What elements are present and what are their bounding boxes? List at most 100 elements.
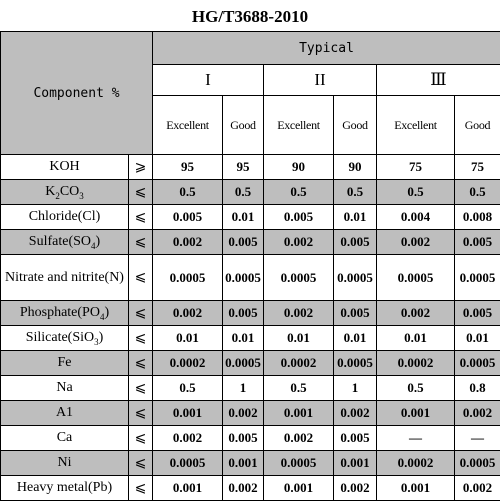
value-cell: 0.005	[334, 230, 377, 255]
excellent-header: Excellent	[377, 96, 455, 155]
table-row: Silicate(SiO3) ⩽ 0.01 0.01 0.01 0.01 0.0…	[1, 326, 500, 351]
value-cell: 0.01	[377, 326, 455, 351]
value-cell: 0.01	[455, 326, 500, 351]
comparison-operator: ⩽	[129, 326, 153, 351]
component-name: Na	[1, 376, 129, 401]
comparison-operator: ⩽	[129, 451, 153, 476]
comparison-operator: ⩾	[129, 155, 153, 180]
value-cell: 0.5	[377, 376, 455, 401]
value-cell: 0.0005	[377, 255, 455, 301]
comparison-operator: ⩽	[129, 376, 153, 401]
comparison-operator: ⩽	[129, 426, 153, 451]
table-row: KOH ⩾ 95 95 90 90 75 75	[1, 155, 500, 180]
value-cell: 0.005	[334, 426, 377, 451]
value-cell: 0.01	[334, 326, 377, 351]
value-cell: 0.0002	[153, 351, 223, 376]
value-cell: 0.01	[223, 205, 264, 230]
table-row: Heavy metal(Pb) ⩽ 0.001 0.002 0.001 0.00…	[1, 476, 500, 501]
value-cell: 95	[223, 155, 264, 180]
value-cell: 0.002	[153, 426, 223, 451]
comparison-operator: ⩽	[129, 351, 153, 376]
value-cell: 0.005	[223, 426, 264, 451]
value-cell: 0.002	[223, 476, 264, 501]
table-row: Fe ⩽ 0.0002 0.0005 0.0002 0.0005 0.0002 …	[1, 351, 500, 376]
value-cell: 1	[334, 376, 377, 401]
comparison-operator: ⩽	[129, 255, 153, 301]
value-cell: 0.001	[377, 476, 455, 501]
value-cell: 0.001	[153, 401, 223, 426]
component-name: Ni	[1, 451, 129, 476]
table-row: Sulfate(SO4) ⩽ 0.002 0.005 0.002 0.005 0…	[1, 230, 500, 255]
value-cell: 0.0005	[223, 351, 264, 376]
comparison-operator: ⩽	[129, 401, 153, 426]
value-cell: 0.008	[455, 205, 500, 230]
value-cell: 0.0002	[377, 351, 455, 376]
value-cell: 0.0005	[334, 351, 377, 376]
comparison-operator: ⩽	[129, 180, 153, 205]
table-row: A1 ⩽ 0.001 0.002 0.001 0.002 0.001 0.002	[1, 401, 500, 426]
value-cell: 0.0005	[223, 255, 264, 301]
value-cell: 1	[223, 376, 264, 401]
comparison-operator: ⩽	[129, 301, 153, 326]
good-header: Good	[334, 96, 377, 155]
grade-ii-header: II	[264, 65, 377, 96]
component-name: KOH	[1, 155, 129, 180]
value-cell: 0.5	[455, 180, 500, 205]
component-name: Fe	[1, 351, 129, 376]
table-row: Na ⩽ 0.5 1 0.5 1 0.5 0.8	[1, 376, 500, 401]
value-cell: 0.0005	[264, 255, 334, 301]
value-cell: 0.002	[377, 230, 455, 255]
document-title: HG/T3688-2010	[0, 0, 500, 31]
value-cell: 0.002	[455, 476, 500, 501]
value-cell: —	[455, 426, 500, 451]
value-cell: 0.5	[153, 376, 223, 401]
value-cell: 95	[153, 155, 223, 180]
value-cell: 0.002	[264, 426, 334, 451]
typical-header: Typical	[153, 32, 500, 65]
value-cell: 0.01	[264, 326, 334, 351]
comparison-operator: ⩽	[129, 205, 153, 230]
value-cell: 0.0005	[153, 451, 223, 476]
value-cell: 0.002	[264, 230, 334, 255]
table-row: Phosphate(PO4) ⩽ 0.002 0.005 0.002 0.005…	[1, 301, 500, 326]
value-cell: 0.002	[153, 230, 223, 255]
component-name: Phosphate(PO4)	[1, 301, 129, 326]
value-cell: 0.8	[455, 376, 500, 401]
value-cell: 0.002	[377, 301, 455, 326]
component-name: Heavy metal(Pb)	[1, 476, 129, 501]
value-cell: 0.01	[334, 205, 377, 230]
value-cell: 75	[455, 155, 500, 180]
table-row: Chloride(Cl) ⩽ 0.005 0.01 0.005 0.01 0.0…	[1, 205, 500, 230]
component-name: Chloride(Cl)	[1, 205, 129, 230]
component-name: Nitrate and nitrite(N)	[1, 255, 129, 301]
value-cell: 0.002	[334, 476, 377, 501]
value-cell: 0.001	[223, 451, 264, 476]
component-name: A1	[1, 401, 129, 426]
table-row: Ca ⩽ 0.002 0.005 0.002 0.005 — —	[1, 426, 500, 451]
spec-table: Component % Typical I II Ⅲ Excellent Goo…	[0, 31, 500, 501]
value-cell: 0.005	[334, 301, 377, 326]
value-cell: 0.5	[264, 180, 334, 205]
good-header: Good	[455, 96, 500, 155]
value-cell: 0.001	[334, 451, 377, 476]
value-cell: 0.005	[455, 230, 500, 255]
value-cell: 0.5	[153, 180, 223, 205]
component-name: Silicate(SiO3)	[1, 326, 129, 351]
value-cell: 0.5	[264, 376, 334, 401]
value-cell: 0.002	[455, 401, 500, 426]
value-cell: 0.001	[153, 476, 223, 501]
value-cell: 75	[377, 155, 455, 180]
value-cell: 0.002	[264, 301, 334, 326]
table-row: K2CO3 ⩽ 0.5 0.5 0.5 0.5 0.5 0.5	[1, 180, 500, 205]
component-name: K2CO3	[1, 180, 129, 205]
value-cell: 0.005	[223, 230, 264, 255]
value-cell: 90	[334, 155, 377, 180]
value-cell: 0.001	[264, 476, 334, 501]
value-cell: 0.01	[223, 326, 264, 351]
value-cell: 0.001	[264, 401, 334, 426]
value-cell: 0.005	[223, 301, 264, 326]
good-header: Good	[223, 96, 264, 155]
value-cell: 0.0005	[334, 255, 377, 301]
value-cell: 0.0002	[264, 351, 334, 376]
component-name: Sulfate(SO4)	[1, 230, 129, 255]
